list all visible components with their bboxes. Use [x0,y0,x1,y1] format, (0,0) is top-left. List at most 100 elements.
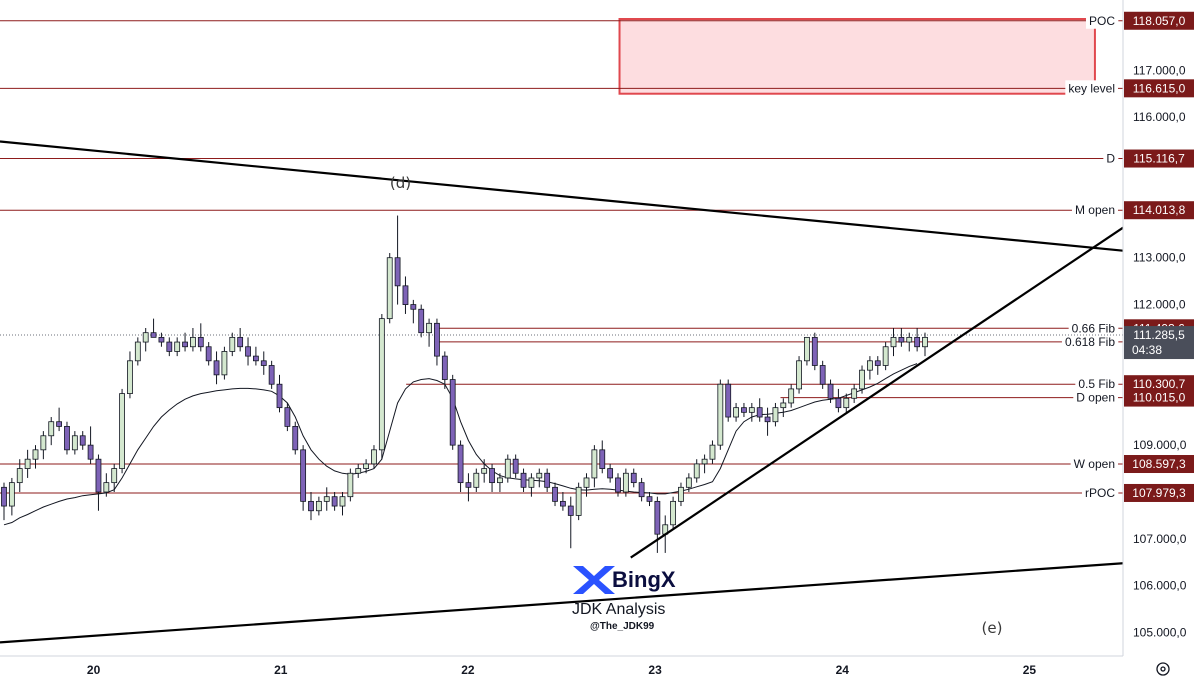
price-badge [1124,11,1194,30]
candle-up [323,496,330,502]
candle-up [355,468,362,474]
candle-up [772,407,779,423]
price-badge-label: 108.597,3 [1132,457,1186,471]
candle-up [536,472,543,479]
candle-down [567,505,574,516]
candle-up [851,388,858,399]
candle-down [300,449,307,502]
price-badge-label: 118.057,0 [1133,14,1186,28]
price-tick-label: 105.000,0 [1133,626,1187,640]
time-tick-label: 25 [1023,663,1037,677]
candle-down [260,360,267,366]
price-badge-label: 116.615,0 [1133,81,1186,95]
candle-up [134,341,141,362]
candle-down [725,383,732,418]
wave-annotation: (e) [982,619,1003,637]
candle-up [378,318,385,451]
bingx-icon [573,566,615,594]
candle-down [213,360,220,376]
candle-down [410,304,417,310]
candle-up [40,435,47,451]
candle-up [142,332,149,343]
candle-down [512,458,519,474]
candle-up [859,369,865,390]
price-badge [1124,388,1194,407]
candle-up [780,402,787,409]
candle-up [32,449,39,460]
price-tick-label: 106.000,0 [1133,579,1187,593]
price-tick-label: 109.000,0 [1133,438,1187,452]
candle-down [150,332,157,338]
candle-down [811,336,818,366]
brand-name: BingX [612,567,676,592]
price-tick-label: 107.000,0 [1133,532,1187,546]
candle-up [670,500,677,526]
candle-down [418,308,425,334]
candle-down [331,496,338,507]
candle-up [693,463,700,479]
level-label: D [1106,152,1115,166]
price-badge-label: 115.116,7 [1133,152,1185,166]
candle-down [552,486,558,502]
level-label-bg [1103,150,1119,167]
candle-down [64,425,70,451]
candle-down [56,421,63,427]
author-handle: @The_JDK99 [590,621,655,632]
time-tick-label: 21 [274,663,288,677]
level-label: D open [1076,391,1115,405]
candle-down [284,407,291,427]
current-price-label: 111.285,5 [1133,328,1185,342]
candle-up [127,360,133,394]
candle-up [71,435,78,451]
candle-up [717,383,724,446]
candle-down [245,346,251,357]
moving-average-layer [3,363,918,526]
level-label: 0.5 Fib [1078,377,1115,391]
candle-down [898,336,905,343]
candle-down [827,383,834,399]
candle-down [158,336,165,343]
candle-down [638,482,645,498]
candle-down [434,322,440,357]
level-label-bg [1068,320,1119,337]
candle-up [866,360,873,371]
gear-icon[interactable] [1156,662,1170,676]
time-axis-panel[interactable] [0,656,1200,682]
candle-down [741,407,747,413]
candle-up [426,322,432,334]
candle-down [874,360,881,366]
candle-down [95,458,102,493]
candle-up [111,468,118,484]
candle-up [591,449,598,479]
level-label-bg [1070,456,1118,473]
candle-up [701,458,708,465]
candle-up [622,472,629,493]
candle-down [654,500,661,535]
candle-down [615,477,621,493]
candle-up [882,346,889,366]
candle-up [363,463,370,469]
candle-up [906,336,913,343]
candle-up [528,477,535,488]
candle-up [709,444,716,460]
candle-down [599,449,606,469]
candle-down [1,486,7,507]
level-label-bg [1071,202,1118,219]
candle-down [914,336,921,348]
candle-up [190,336,196,348]
candle-down [441,355,448,380]
candle-down [197,336,204,348]
trendline-upper-triangle [0,140,1124,252]
candle-up [386,257,393,320]
candle-down [252,355,259,362]
candle-down [630,472,637,484]
level-label: W open [1074,457,1115,471]
level-label-bg [1082,484,1119,501]
candle-down [79,435,86,446]
price-badge [1124,201,1194,220]
level-label: key level [1068,81,1115,95]
candle-down [646,496,653,502]
candle-up [575,486,582,516]
price-badge [1124,79,1194,98]
